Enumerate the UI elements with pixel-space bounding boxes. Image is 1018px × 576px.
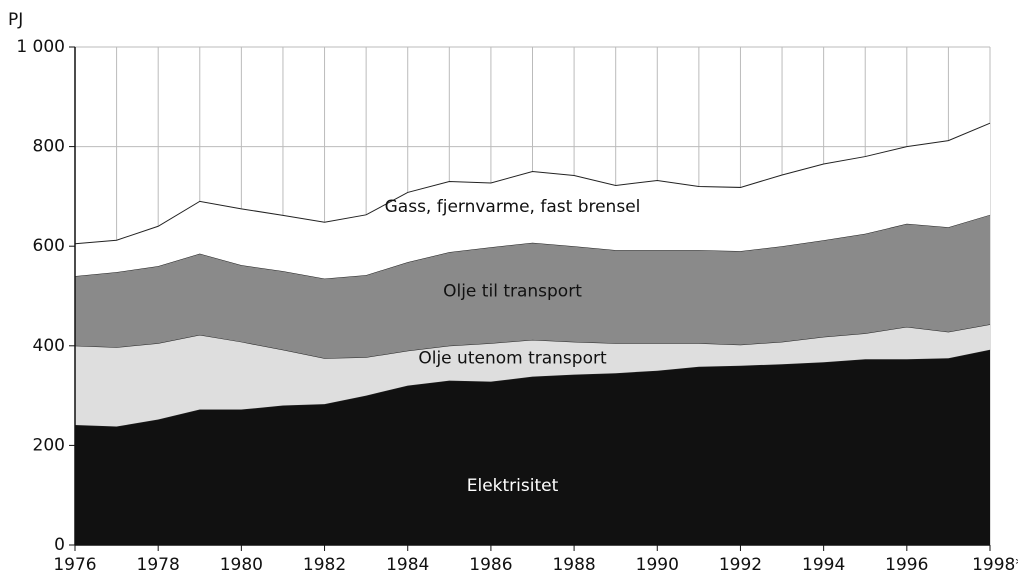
area	[75, 349, 990, 545]
y-tick-label: 200	[33, 435, 65, 455]
x-tick-label: 1990	[636, 555, 679, 575]
y-tick-label: 400	[33, 336, 65, 356]
x-tick-label: 1980	[220, 555, 263, 575]
area-label: Gass, fjernvarme, fast brensel	[385, 197, 641, 217]
area-edge	[74, 122, 991, 245]
area-label: Elektrisitet	[467, 476, 559, 496]
y-tick-label: 0	[54, 535, 65, 555]
x-tick-label: 1984	[386, 555, 429, 575]
y-tick-label: 600	[33, 236, 65, 256]
x-tick-label: 1982	[303, 555, 346, 575]
area	[75, 123, 990, 279]
x-tick-label: 1996	[885, 555, 928, 575]
y-tick-label: 800	[33, 137, 65, 157]
x-tick-label: 1988	[552, 555, 595, 575]
area	[75, 214, 990, 359]
area-label: Olje utenom transport	[418, 348, 607, 368]
x-tick-label: 1986	[469, 555, 512, 575]
area	[75, 324, 990, 427]
x-tick-label: 1998*	[972, 555, 1018, 575]
x-tick-label: 1976	[53, 555, 96, 575]
x-tick-label: 1994	[802, 555, 845, 575]
area-label: Olje til transport	[443, 281, 582, 301]
x-tick-label: 1992	[719, 555, 762, 575]
y-tick-label: 1 000	[16, 37, 65, 57]
x-tick-label: 1978	[137, 555, 180, 575]
y-axis-label: PJ	[8, 10, 23, 30]
